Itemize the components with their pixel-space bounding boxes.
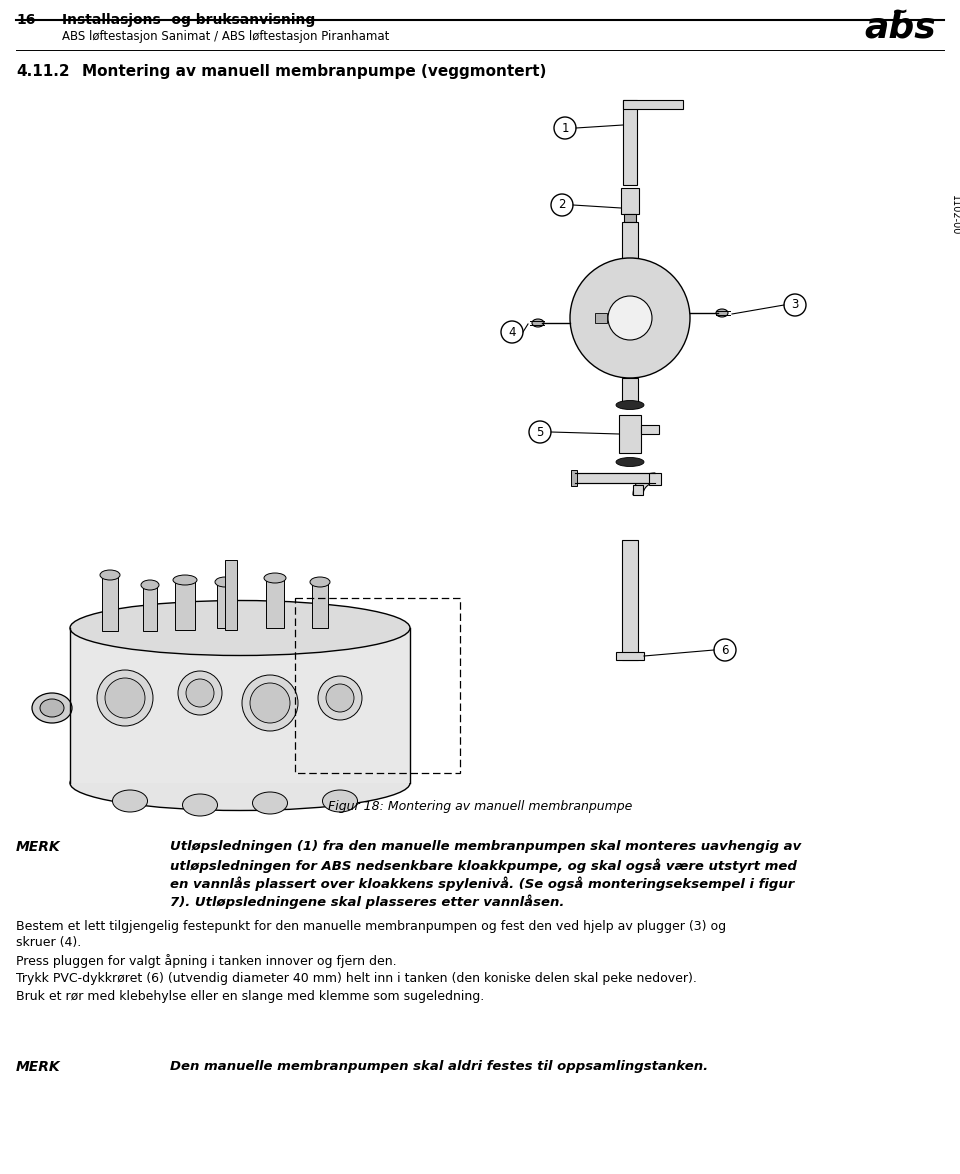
Text: 7). Utløpsledningene skal plasseres etter vannlåsen.: 7). Utløpsledningene skal plasseres ette… [170,893,564,909]
Ellipse shape [141,580,159,591]
Text: skruer (4).: skruer (4). [16,936,82,949]
Ellipse shape [215,576,235,587]
Text: Installasjons- og bruksanvisning: Installasjons- og bruksanvisning [62,13,315,27]
Bar [102,575,118,630]
Bar [624,214,636,222]
Text: 4: 4 [508,325,516,338]
Text: Trykk PVC-dykkrøret (6) (utvendig diameter 40 mm) helt inn i tanken (den koniske: Trykk PVC-dykkrøret (6) (utvendig diamet… [16,972,697,985]
Circle shape [178,672,222,715]
Text: 2: 2 [559,198,565,211]
Circle shape [105,679,145,718]
Text: Utløpsledningen (1) fra den manuelle membranpumpen skal monteres uavhengig av: Utløpsledningen (1) fra den manuelle mem… [170,841,802,853]
Circle shape [97,670,153,726]
Ellipse shape [264,573,286,583]
Ellipse shape [532,319,544,328]
Bar [70,628,410,783]
Bar [175,580,195,630]
Text: Figur 18: Montering av manuell membranpumpe: Figur 18: Montering av manuell membranpu… [327,799,633,814]
Ellipse shape [182,794,218,816]
Text: en vannlås plassert over kloakkens spylenivå. (Se også monteringseksempel i figu: en vannlås plassert over kloakkens spyle… [170,876,794,891]
Text: ABS løftestasjon Sanimat / ABS løftestasjon Piranhamat: ABS løftestasjon Sanimat / ABS løftestas… [62,31,390,43]
Text: Den manuelle membranpumpen skal aldri festes til oppsamlingstanken.: Den manuelle membranpumpen skal aldri fe… [170,1060,708,1073]
Polygon shape [633,473,655,495]
Ellipse shape [616,458,644,466]
Ellipse shape [716,309,728,317]
Circle shape [318,676,362,720]
Text: abs: abs [864,11,936,43]
Ellipse shape [310,576,330,587]
Ellipse shape [40,699,64,717]
Text: 16: 16 [16,13,36,27]
Text: 3: 3 [791,298,799,311]
Bar [266,578,284,628]
Bar [616,652,644,660]
Bar [143,585,157,630]
Ellipse shape [70,756,410,810]
Ellipse shape [323,790,357,812]
Bar [621,188,639,214]
Text: Bruk et rør med klebehylse eller en slange med klemme som sugeledning.: Bruk et rør med klebehylse eller en slan… [16,990,484,1003]
Bar [633,485,643,495]
Ellipse shape [32,693,72,723]
Text: Bestem et lett tilgjengelig festepunkt for den manuelle membranpumpen og fest de: Bestem et lett tilgjengelig festepunkt f… [16,920,726,933]
Ellipse shape [252,792,287,814]
Circle shape [250,683,290,723]
Bar [225,560,237,630]
Bar [312,582,328,628]
Bar [623,100,683,109]
Text: utløpsledningen for ABS nedsenkbare kloakkpumpe, og skal også være utstyrt med: utløpsledningen for ABS nedsenkbare kloa… [170,858,797,872]
Bar [623,100,637,185]
Circle shape [570,258,690,378]
Bar [619,414,641,453]
Text: MERK: MERK [16,841,60,853]
Circle shape [186,679,214,707]
Text: Montering av manuell membranpumpe (veggmontert): Montering av manuell membranpumpe (veggm… [82,65,546,79]
Bar [571,470,577,486]
Bar [641,425,659,434]
Circle shape [242,675,298,731]
Ellipse shape [112,790,148,812]
Ellipse shape [100,571,120,580]
Text: 6: 6 [721,643,729,656]
Bar [595,313,607,323]
Circle shape [326,684,354,711]
Ellipse shape [616,400,644,410]
Text: 1: 1 [562,121,568,135]
Text: 5: 5 [537,425,543,439]
Bar [622,222,638,258]
Bar [622,540,638,660]
Text: Press pluggen for valgt åpning i tanken innover og fjern den.: Press pluggen for valgt åpning i tanken … [16,954,396,969]
Bar [622,378,638,409]
Text: ~: ~ [892,2,908,21]
Circle shape [608,296,652,340]
Bar [217,582,233,628]
Bar [575,473,655,483]
Ellipse shape [173,575,197,585]
Text: MERK: MERK [16,1060,60,1074]
Ellipse shape [70,600,410,655]
Text: 1102-00: 1102-00 [950,195,960,235]
Bar [649,473,661,485]
Bar [295,598,460,772]
Text: 4.11.2: 4.11.2 [16,65,70,79]
